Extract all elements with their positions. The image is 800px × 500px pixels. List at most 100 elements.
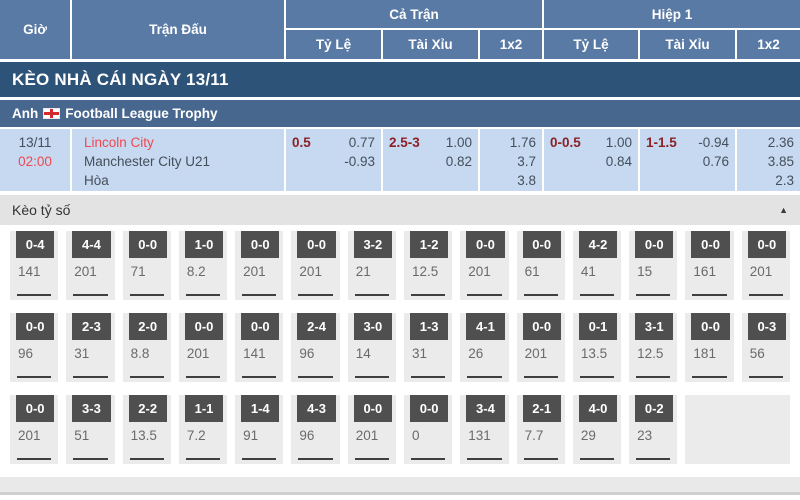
score-odds-cell[interactable]: 2-4 96 <box>291 313 340 382</box>
score-odds-cell[interactable]: 3-4 131 <box>460 395 509 464</box>
home-team[interactable]: Lincoln City <box>84 135 154 150</box>
half-handicap-line: 0-0.5 <box>550 135 581 150</box>
cell-underline <box>467 294 502 296</box>
score-odds-cell[interactable]: 4-2 41 <box>572 231 622 300</box>
half-1x2-draw[interactable]: 3.85 <box>767 154 794 169</box>
score-odds-cell[interactable]: 0-1 13.5 <box>572 313 622 382</box>
score-odds-cell[interactable]: 4-0 29 <box>572 395 622 464</box>
score-odds-cell[interactable]: 1-1 7.2 <box>178 395 228 464</box>
score-row: 0-0 201 3-3 51 2-2 13.5 1-1 7.2 1-4 91 4-3 96 0-0 201… <box>0 395 800 464</box>
half-1x2-cell[interactable]: 2.36 3.85 2.3 <box>737 129 800 191</box>
half-under-odds[interactable]: 0.76 <box>702 154 729 169</box>
score-odds-value: 51 <box>74 428 90 443</box>
score-odds-cell[interactable]: 0-0 141 <box>235 313 284 382</box>
score-odds-cell[interactable]: 0-0 71 <box>122 231 171 300</box>
header-group-first-half: Hiệp 1 Tỷ Lệ Tài Xỉu 1x2 <box>544 0 800 59</box>
score-odds-value: 56 <box>749 346 765 361</box>
full-handicap-cell[interactable]: 0.5 0.77 -0.93 <box>286 129 381 191</box>
header-match-col: Trận Đấu <box>72 0 284 59</box>
half-over-odds[interactable]: -0.94 <box>698 135 729 150</box>
half-1x2-home[interactable]: 2.36 <box>767 135 794 150</box>
score-odds-cell[interactable]: 2-2 13.5 <box>122 395 171 464</box>
score-label: 2-2 <box>128 395 167 422</box>
match-row: 13/11 02:00 Lincoln City Manchester City… <box>0 129 800 191</box>
score-label: 0-0 <box>409 395 449 422</box>
half-overunder-cell[interactable]: 1-1.5 -0.94 0.76 <box>640 129 735 191</box>
score-odds-cell[interactable]: 3-0 14 <box>347 313 396 382</box>
score-odds-cell[interactable]: 4-3 96 <box>291 395 340 464</box>
score-label: 0-0 <box>635 231 674 258</box>
score-odds-value: 8.2 <box>186 264 206 279</box>
score-odds-cell[interactable]: 0-0 15 <box>629 231 678 300</box>
score-odds-cell[interactable]: 0-0 161 <box>685 231 734 300</box>
score-odds-section-header[interactable]: Kèo tỷ số ▲ <box>0 195 800 225</box>
full-1x2-cell[interactable]: 1.76 3.7 3.8 <box>480 129 542 191</box>
score-odds-cell[interactable]: 0-0 201 <box>291 231 340 300</box>
score-odds-cell[interactable]: 2-1 7.7 <box>516 395 565 464</box>
score-odds-cell[interactable]: 1-3 31 <box>403 313 453 382</box>
score-odds-cell[interactable]: 0-0 201 <box>460 231 509 300</box>
score-odds-cell[interactable]: 0-3 56 <box>741 313 790 382</box>
score-label: 1-3 <box>409 313 449 340</box>
score-odds-cell[interactable]: 0-2 23 <box>629 395 678 464</box>
cell-underline <box>73 294 108 296</box>
score-label: 3-0 <box>353 313 392 340</box>
score-odds-cell[interactable]: 0-0 181 <box>685 313 734 382</box>
full-1x2-draw[interactable]: 3.7 <box>517 154 536 169</box>
score-label: 2-0 <box>128 313 167 340</box>
score-odds-cell[interactable]: 2-0 8.8 <box>122 313 171 382</box>
score-odds-cell[interactable]: 1-4 91 <box>235 395 284 464</box>
score-odds-cell[interactable]: 1-0 8.2 <box>178 231 228 300</box>
score-odds-value: 26 <box>468 346 484 361</box>
score-odds-cell[interactable]: 2-3 31 <box>66 313 115 382</box>
cell-underline <box>636 458 671 460</box>
score-odds-cell[interactable]: 0-0 61 <box>516 231 565 300</box>
collapse-arrow-icon[interactable]: ▲ <box>779 205 788 215</box>
cell-underline <box>73 376 108 378</box>
score-odds-value: 31 <box>411 346 428 361</box>
score-odds-cell[interactable]: 0-0 201 <box>178 313 228 382</box>
full-under-odds[interactable]: 0.82 <box>445 154 472 169</box>
score-label: 0-0 <box>691 231 730 258</box>
score-odds-cell[interactable]: 0-0 201 <box>10 395 59 464</box>
score-odds-cell[interactable]: 1-2 12.5 <box>403 231 453 300</box>
full-handicap-away-odds[interactable]: -0.93 <box>344 154 375 169</box>
full-overunder-cell[interactable]: 2.5-3 1.00 0.82 <box>383 129 478 191</box>
score-odds-value: 7.7 <box>524 428 544 443</box>
half-handicap-away-odds[interactable]: 0.84 <box>605 154 632 169</box>
score-label: 3-1 <box>635 313 674 340</box>
score-odds-value: 201 <box>299 264 322 279</box>
score-odds-value: 15 <box>637 264 653 279</box>
score-odds-cell[interactable]: 0-0 201 <box>741 231 790 300</box>
score-odds-cell[interactable]: 3-3 51 <box>66 395 115 464</box>
half-1x2-away[interactable]: 2.3 <box>775 173 794 188</box>
score-odds-cell[interactable]: 0-0 201 <box>235 231 284 300</box>
away-team[interactable]: Manchester City U21 <box>84 154 211 169</box>
league-bar[interactable]: Anh Football League Trophy <box>0 100 800 127</box>
score-label: 1-4 <box>241 395 280 422</box>
header-half-1x2: 1x2 <box>737 30 800 59</box>
score-odds-cell[interactable]: 0-0 0 <box>403 395 453 464</box>
score-odds-cell[interactable]: 4-4 201 <box>66 231 115 300</box>
half-handicap-home-odds[interactable]: 1.00 <box>605 135 632 150</box>
score-label: 3-4 <box>466 395 505 422</box>
score-odds-value: 181 <box>693 346 716 361</box>
score-odds-value: 96 <box>299 428 315 443</box>
score-odds-cell[interactable]: 0-0 96 <box>10 313 59 382</box>
score-label: 0-0 <box>466 231 505 258</box>
score-odds-value: 201 <box>749 264 773 279</box>
cell-underline <box>129 294 164 296</box>
score-odds-cell[interactable]: 0-0 201 <box>347 395 396 464</box>
full-handicap-home-odds[interactable]: 0.77 <box>348 135 375 150</box>
score-odds-cell[interactable]: 3-2 21 <box>347 231 396 300</box>
full-1x2-away[interactable]: 3.8 <box>517 173 536 188</box>
score-odds-cell[interactable]: 0-4 141 <box>10 231 59 300</box>
score-odds-cell[interactable]: 0-0 201 <box>516 313 565 382</box>
score-odds-value: 23 <box>637 428 653 443</box>
full-over-odds[interactable]: 1.00 <box>445 135 472 150</box>
full-1x2-home[interactable]: 1.76 <box>509 135 536 150</box>
score-label: 0-0 <box>522 231 561 258</box>
half-handicap-cell[interactable]: 0-0.5 1.00 0.84 <box>544 129 638 191</box>
score-odds-cell[interactable]: 3-1 12.5 <box>629 313 678 382</box>
score-odds-cell[interactable]: 4-1 26 <box>460 313 509 382</box>
